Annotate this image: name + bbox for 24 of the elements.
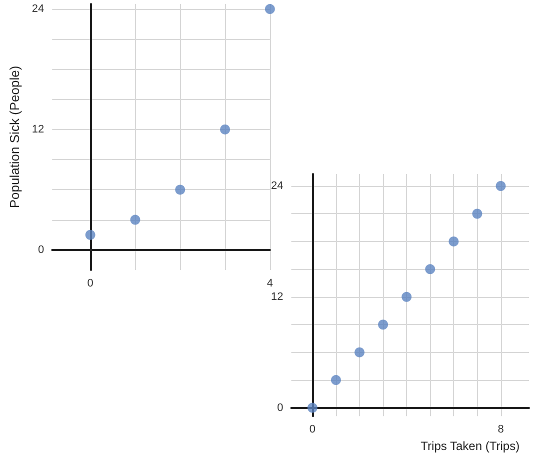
point (220, 124, 230, 134)
y-tick-label: 24 (270, 180, 284, 192)
point (264, 4, 275, 14)
point (378, 320, 388, 330)
x-axis-title: Trips Taken (Trips) (420, 439, 520, 453)
point (85, 230, 96, 240)
y-tick-label: 12 (270, 290, 284, 303)
y-tick-label: 24 (32, 3, 44, 16)
y-tick-label: 0 (277, 402, 284, 414)
point (448, 236, 459, 246)
point (307, 402, 318, 413)
y-tick-label: 12 (32, 123, 44, 136)
y-axis-title: Population Sick (People) (7, 66, 22, 208)
y-tick-label: 0 (38, 244, 44, 256)
point (402, 292, 412, 302)
point (175, 184, 186, 195)
x-tick-label: 4 (266, 278, 274, 290)
x-tick-label: 8 (498, 424, 504, 436)
point (496, 181, 506, 192)
point (130, 214, 140, 225)
point (354, 347, 365, 358)
point (472, 208, 482, 219)
point (425, 264, 436, 274)
point (330, 375, 341, 386)
